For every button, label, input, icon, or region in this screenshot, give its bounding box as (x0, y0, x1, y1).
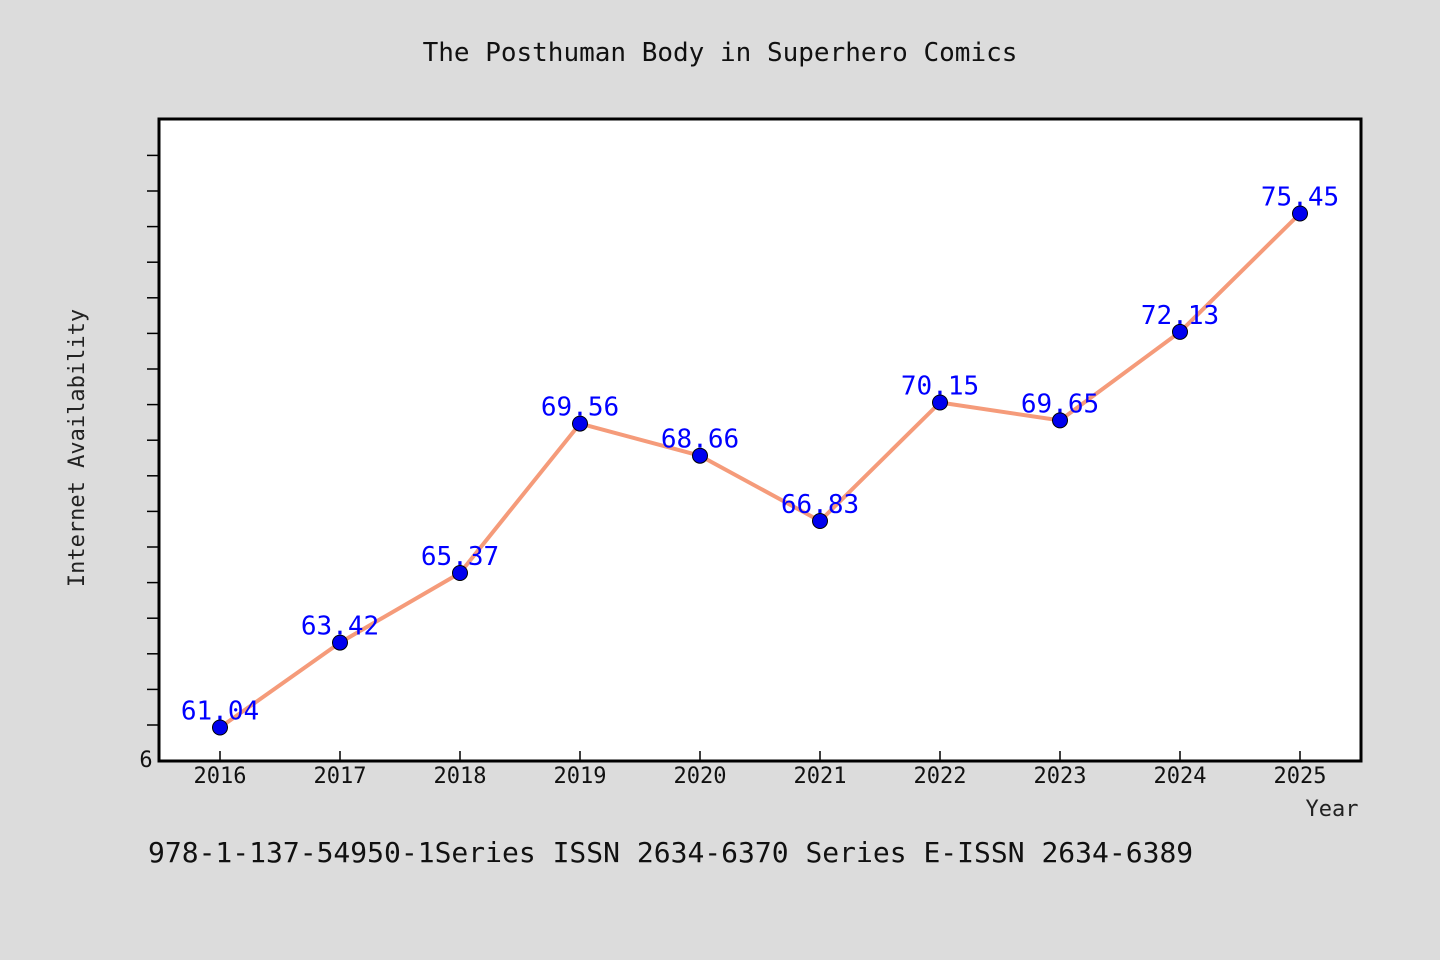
data-point (332, 634, 348, 651)
x-tick-label: 2022 (914, 764, 967, 789)
data-point (1052, 412, 1068, 429)
data-label: 68.66 (661, 425, 739, 455)
data-labels: 61.04 63.42 65.37 69.56 68.66 66.83 70.15 69.65… (181, 183, 1339, 727)
y-axis-label: Internet Availability (65, 309, 90, 587)
y-tick-label: 6 (139, 748, 152, 773)
caption-text: 978-1-137-54950-1Series ISSN 2634-6370 S… (148, 836, 1193, 869)
x-axis-ticks: 2016 2017 2018 2019 2020 2021 2022 2023 2024 2025 (194, 751, 1327, 789)
x-tick-label: 2017 (314, 764, 367, 789)
data-label: 75.45 (1261, 183, 1339, 213)
data-label: 63.42 (301, 612, 379, 642)
data-point (1172, 323, 1188, 340)
x-tick-label: 2018 (434, 764, 487, 789)
plot-area (157, 117, 1363, 763)
x-tick-label: 2023 (1034, 764, 1087, 789)
x-tick-label: 2020 (674, 764, 727, 789)
data-point (932, 394, 948, 411)
data-point (692, 447, 708, 464)
data-label: 66.83 (781, 490, 859, 520)
data-point (572, 415, 588, 432)
data-point (1292, 205, 1308, 222)
x-tick-label: 2025 (1274, 764, 1327, 789)
x-tick-label: 2016 (194, 764, 247, 789)
x-tick-label: 2021 (794, 764, 847, 789)
data-label: 70.15 (901, 372, 979, 402)
x-tick-label: 2024 (1154, 764, 1207, 789)
data-point (812, 513, 828, 529)
data-point (212, 719, 228, 736)
data-label: 69.56 (541, 393, 619, 423)
chart-title: The Posthuman Body in Superhero Comics (423, 38, 1018, 68)
y-axis-ticks (147, 154, 159, 726)
x-tick-label: 2019 (554, 764, 607, 789)
series-markers (212, 205, 1308, 736)
x-axis-label: Year (1306, 797, 1359, 822)
data-label: 72.13 (1141, 301, 1219, 331)
data-label: 61.04 (181, 697, 259, 727)
data-label: 65.37 (421, 542, 499, 572)
data-point (452, 565, 468, 581)
data-label: 69.65 (1021, 389, 1099, 419)
series-line (218, 212, 1302, 730)
